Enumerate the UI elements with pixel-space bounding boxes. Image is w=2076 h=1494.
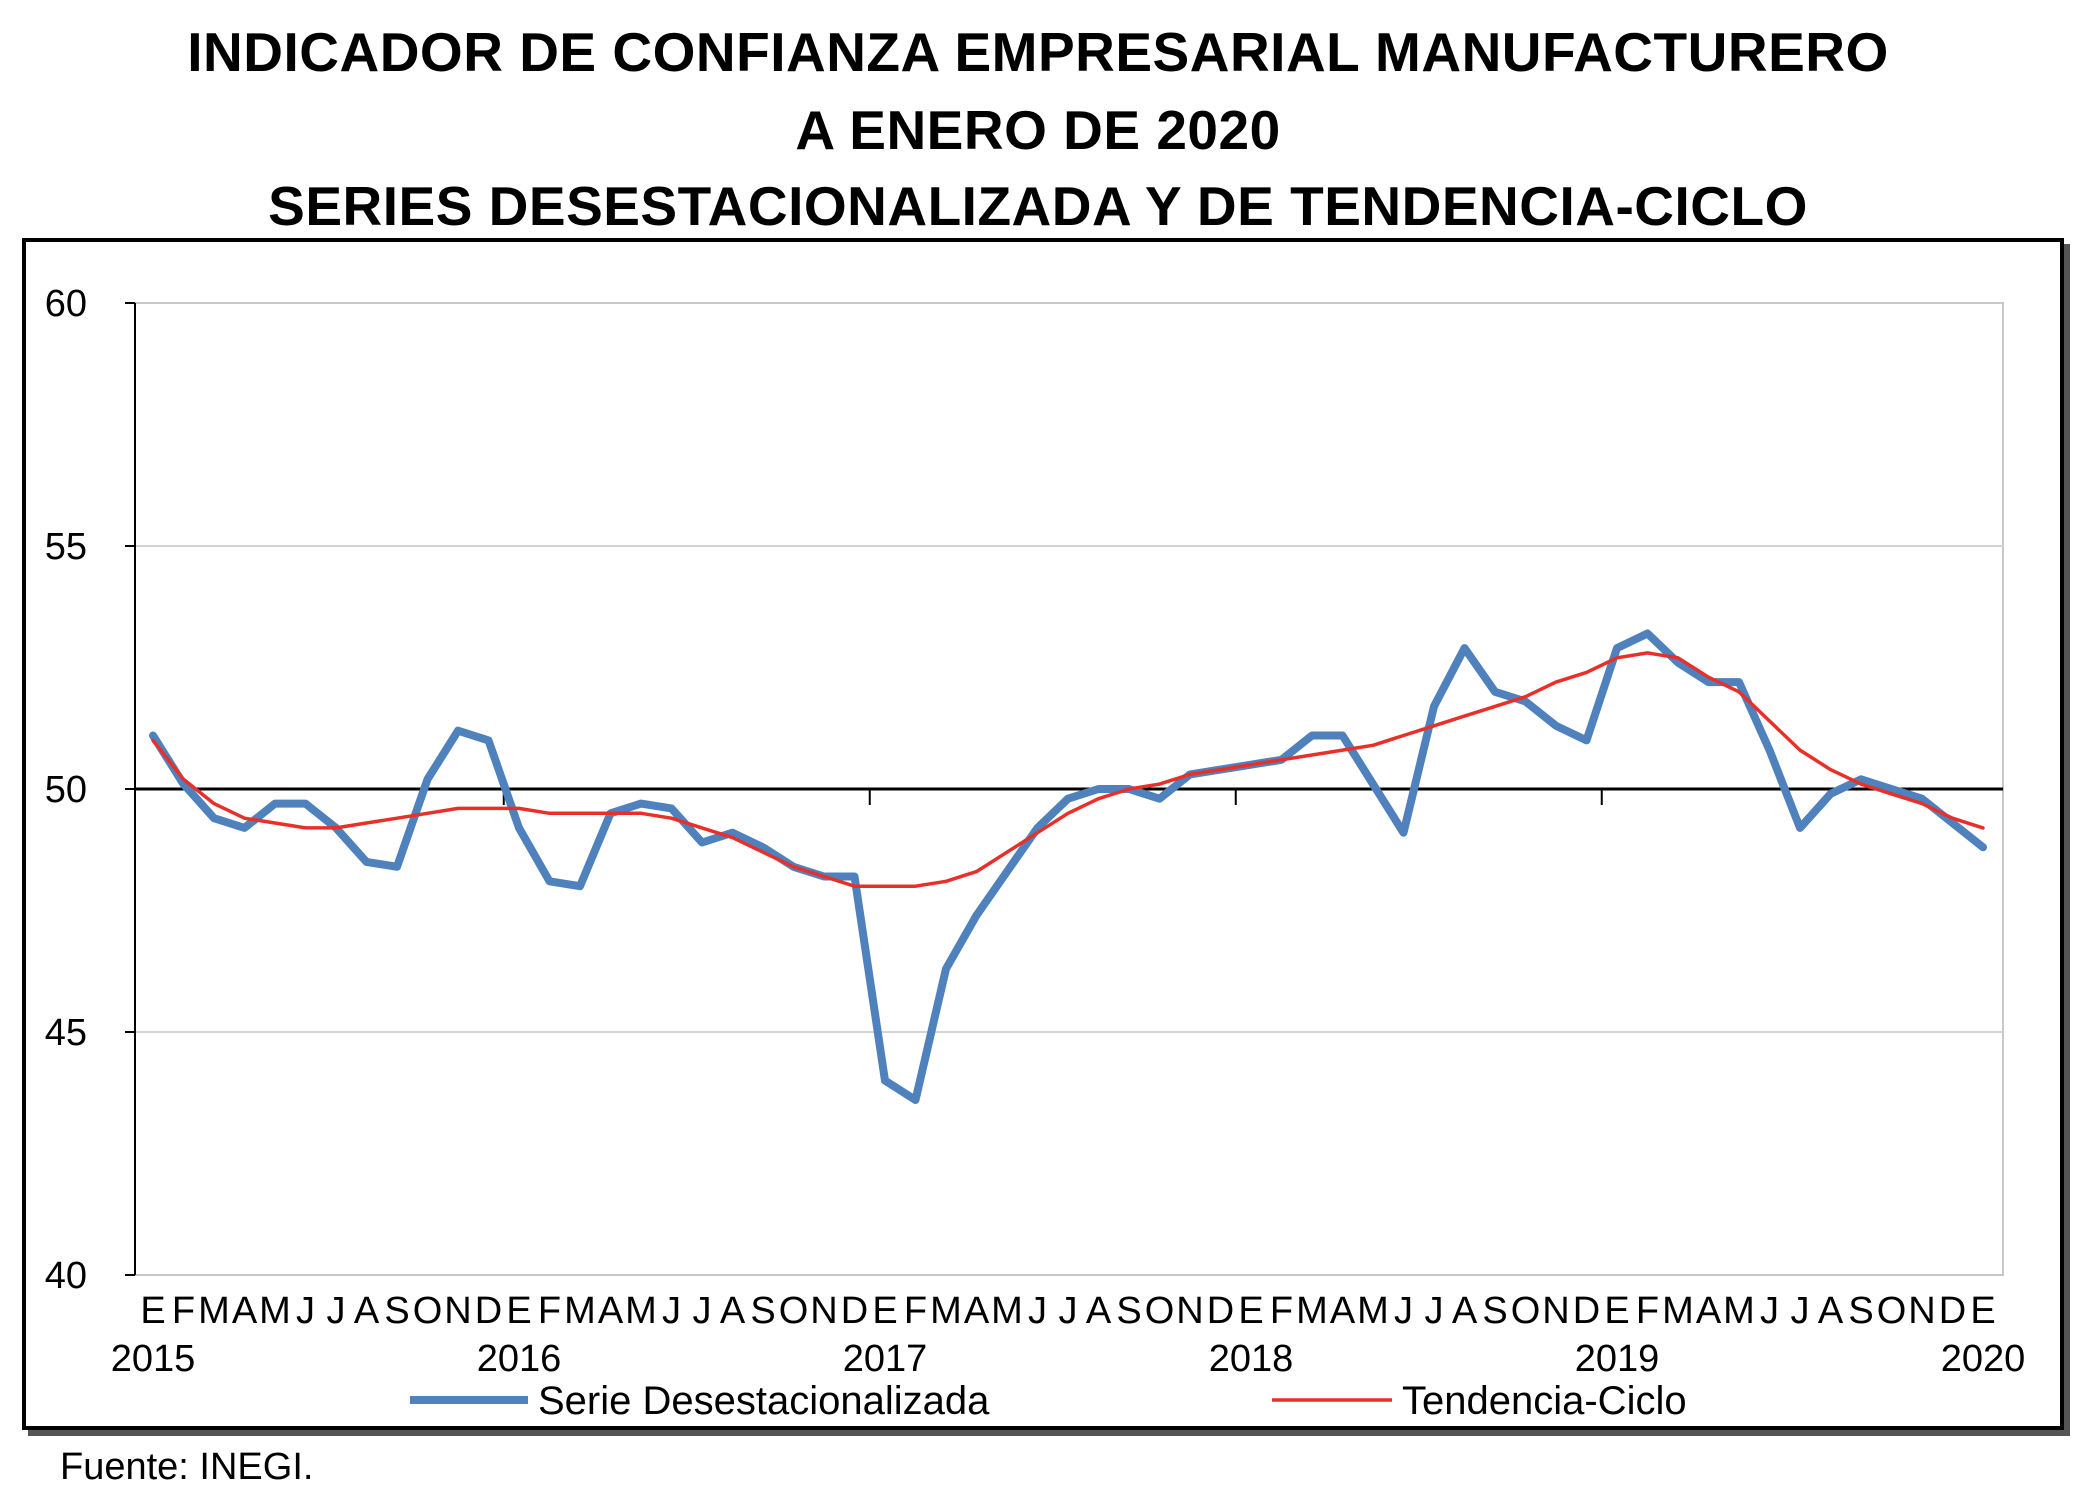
month-label: N xyxy=(1542,1290,1569,1332)
month-label: A xyxy=(232,1290,258,1332)
month-label: J xyxy=(1425,1290,1444,1332)
chart-title-line1: INDICADOR DE CONFIANZA EMPRESARIAL MANUF… xyxy=(187,21,1889,83)
month-label: J xyxy=(1059,1290,1078,1332)
legend: Serie Desestacionalizada Tendencia-Ciclo xyxy=(410,1379,1687,1423)
month-label: A xyxy=(1452,1290,1478,1332)
month-label: A xyxy=(598,1290,624,1332)
legend-label: Tendencia-Ciclo xyxy=(1402,1379,1687,1423)
month-label: D xyxy=(1573,1290,1600,1332)
chart-title-line2: A ENERO DE 2020 xyxy=(795,99,1281,161)
series-lines xyxy=(149,629,1987,1104)
month-label: S xyxy=(1848,1290,1873,1332)
month-label: F xyxy=(1636,1290,1659,1332)
month-label: S xyxy=(1482,1290,1507,1332)
month-label: J xyxy=(327,1290,346,1332)
month-label: M xyxy=(991,1290,1023,1332)
month-label: O xyxy=(1877,1290,1907,1332)
source-note: Fuente: INEGI. xyxy=(60,1446,314,1488)
month-label: O xyxy=(1511,1290,1541,1332)
month-label: A xyxy=(1330,1290,1356,1332)
month-label: S xyxy=(1116,1290,1141,1332)
y-tick-label: 40 xyxy=(45,1255,87,1297)
year-label: 2017 xyxy=(843,1338,928,1380)
month-label: M xyxy=(564,1290,596,1332)
month-label: D xyxy=(841,1290,868,1332)
y-tick-label: 50 xyxy=(45,769,87,811)
month-label: M xyxy=(259,1290,291,1332)
month-label: D xyxy=(1939,1290,1966,1332)
month-label: E xyxy=(1970,1290,1995,1332)
month-label: S xyxy=(384,1290,409,1332)
month-label: A xyxy=(354,1290,380,1332)
month-label: N xyxy=(810,1290,837,1332)
year-label: 2020 xyxy=(1941,1338,2026,1380)
y-tick-label: 45 xyxy=(45,1012,87,1054)
month-label: A xyxy=(1818,1290,1844,1332)
month-label: F xyxy=(1270,1290,1293,1332)
month-label: J xyxy=(1791,1290,1810,1332)
month-label: J xyxy=(296,1290,315,1332)
month-label: E xyxy=(1604,1290,1629,1332)
series-line-desestacionalizada xyxy=(149,629,1987,1104)
month-label: J xyxy=(1028,1290,1047,1332)
month-label: A xyxy=(964,1290,990,1332)
month-label: E xyxy=(140,1290,165,1332)
month-label: N xyxy=(1908,1290,1935,1332)
month-label: M xyxy=(930,1290,962,1332)
axes xyxy=(125,302,2003,1276)
month-label: F xyxy=(538,1290,561,1332)
year-label: 2016 xyxy=(477,1338,562,1380)
month-label: E xyxy=(1238,1290,1263,1332)
y-tick-label: 60 xyxy=(45,283,87,325)
month-label: M xyxy=(1662,1290,1694,1332)
month-label: D xyxy=(475,1290,502,1332)
month-label: S xyxy=(750,1290,775,1332)
month-label: O xyxy=(779,1290,809,1332)
month-label: J xyxy=(662,1290,681,1332)
year-label: 2018 xyxy=(1209,1338,1294,1380)
month-label: M xyxy=(1296,1290,1328,1332)
month-label: M xyxy=(1723,1290,1755,1332)
month-label: A xyxy=(1696,1290,1722,1332)
year-label: 2015 xyxy=(111,1338,196,1380)
chart-frame xyxy=(22,238,2064,1430)
month-label: J xyxy=(1760,1290,1779,1332)
series-line-tendencia-ciclo xyxy=(151,651,1985,888)
legend-label: Serie Desestacionalizada xyxy=(538,1379,990,1423)
month-label: J xyxy=(693,1290,712,1332)
month-label: O xyxy=(1145,1290,1175,1332)
month-label: J xyxy=(1394,1290,1413,1332)
month-label: N xyxy=(444,1290,471,1332)
month-label: M xyxy=(625,1290,657,1332)
month-label: A xyxy=(720,1290,746,1332)
month-label: M xyxy=(1357,1290,1389,1332)
y-tick-label: 55 xyxy=(45,526,87,568)
month-label: D xyxy=(1207,1290,1234,1332)
month-label: A xyxy=(1086,1290,1112,1332)
month-label: M xyxy=(198,1290,230,1332)
month-label: N xyxy=(1176,1290,1203,1332)
month-label: E xyxy=(872,1290,897,1332)
month-label: F xyxy=(904,1290,927,1332)
month-label: F xyxy=(172,1290,195,1332)
year-label: 2019 xyxy=(1575,1338,1660,1380)
chart-title-line3: SERIES DESESTACIONALIZADA Y DE TENDENCIA… xyxy=(268,175,1808,237)
month-label: O xyxy=(413,1290,443,1332)
month-label: E xyxy=(506,1290,531,1332)
y-axis-labels: 40 45 50 55 60 xyxy=(45,283,87,1297)
